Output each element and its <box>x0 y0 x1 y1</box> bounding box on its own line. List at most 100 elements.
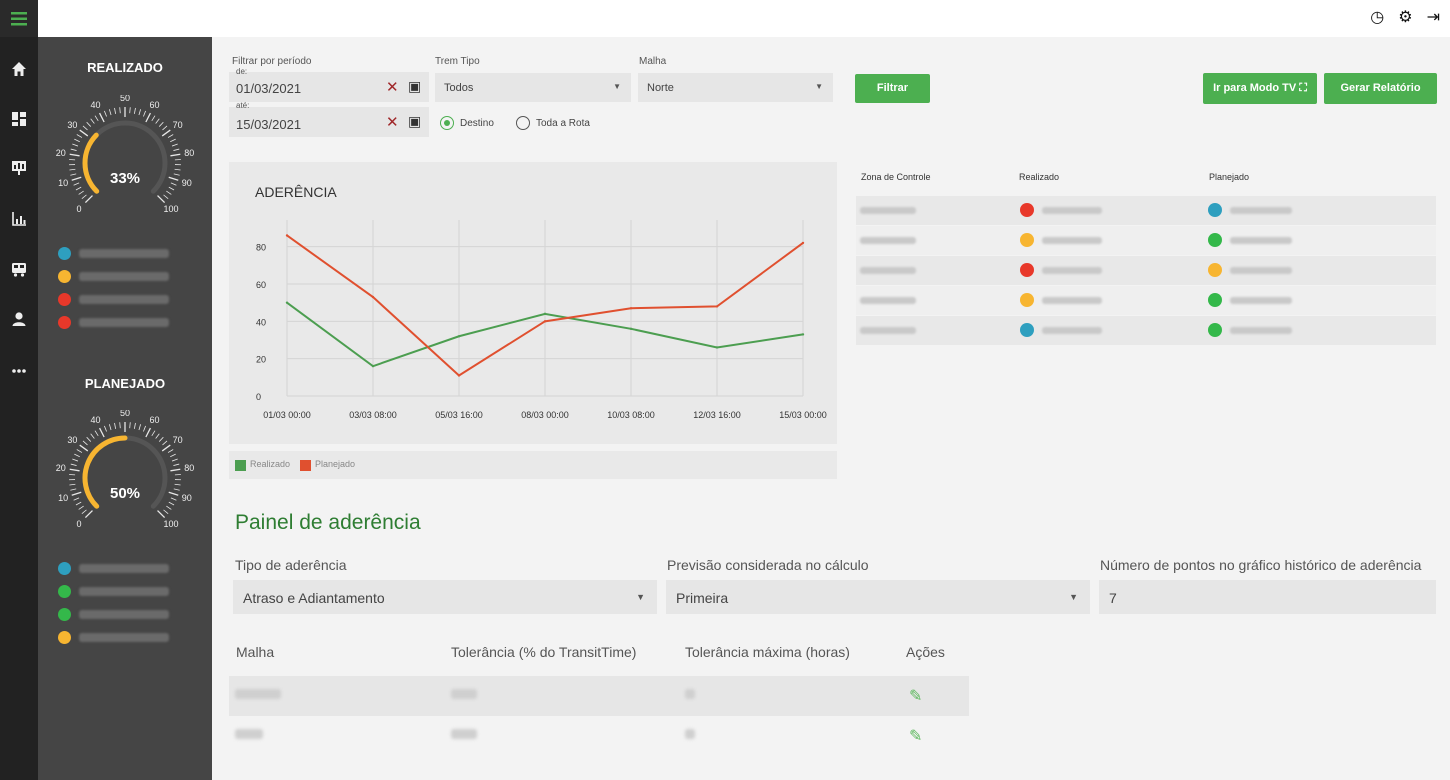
history-icon[interactable]: ◷ <box>1370 9 1385 26</box>
data-point-planejado <box>371 295 375 299</box>
realizado-gauge-tick <box>170 138 176 143</box>
planejado-gauge-tick-label: 50 <box>120 410 130 418</box>
redacted-text <box>1230 237 1292 244</box>
data-point-planejado <box>457 374 461 377</box>
date-to-field[interactable]: até: 15/03/2021 ✕ ▣ <box>229 101 429 137</box>
user-icon[interactable] <box>0 311 38 332</box>
x-tick-label: 10/03 08:00 <box>607 410 655 420</box>
planejado-gauge-tick <box>129 422 131 429</box>
calendar-from-icon[interactable]: ▣ <box>408 78 422 94</box>
realizado-gauge-tick <box>155 118 160 124</box>
planejado-gauge-tick <box>71 491 82 496</box>
legend-planejado[interactable]: Planejado <box>300 459 355 471</box>
redacted-text <box>860 237 916 244</box>
realizado-gauge-tick-label: 90 <box>182 178 192 188</box>
redacted-text <box>1042 327 1102 334</box>
edit-icon[interactable]: ✎ <box>909 688 923 705</box>
legend-realizado[interactable]: Realizado <box>235 459 290 471</box>
y-tick-label: 80 <box>256 243 266 253</box>
chevron-down-icon: ▼ <box>636 592 645 602</box>
clear-to-icon[interactable]: ✕ <box>386 114 399 131</box>
edit-icon[interactable]: ✎ <box>909 728 923 745</box>
redacted-text <box>79 633 169 642</box>
realizado-gauge-tick-label: 80 <box>184 148 194 158</box>
planejado-gauge-tick <box>81 509 87 515</box>
redacted-text <box>1042 297 1102 304</box>
planejado-gauge-tick <box>76 449 83 453</box>
y-tick-label: 0 <box>256 392 261 402</box>
pontos-input[interactable]: 7 <box>1099 580 1436 614</box>
realizado-gauge-tick <box>75 186 82 191</box>
radio-destino[interactable]: Destino <box>440 116 494 130</box>
planejado-gauge-tick <box>94 430 99 436</box>
clear-from-icon[interactable]: ✕ <box>386 79 399 96</box>
realizado-gauge-tick <box>71 176 82 181</box>
redacted-text <box>860 267 916 274</box>
trem-tipo-select[interactable]: Todos ▼ <box>435 73 631 102</box>
realizado-legend-item <box>58 247 169 260</box>
redacted-text <box>79 318 169 327</box>
planejado-legend-item <box>58 562 169 575</box>
realizado-gauge-tick <box>84 195 93 204</box>
realizado-gauge-tick <box>129 107 131 114</box>
x-tick-label: 01/03 00:00 <box>263 410 311 420</box>
home-icon[interactable] <box>0 61 38 82</box>
adherence-chart: ADERÊNCIA 0 20 40 60 80 01/03 00:00 03/03 08:00… <box>229 162 837 444</box>
planejado-gauge-tick <box>155 433 160 439</box>
radio-selected-icon <box>440 116 454 130</box>
status-dot-icon <box>1208 323 1222 337</box>
planejado-legend-item <box>58 585 169 598</box>
calendar-to-icon[interactable]: ▣ <box>408 113 422 129</box>
status-dot-icon <box>1208 293 1222 307</box>
data-point-realizado <box>629 327 633 330</box>
radio-toda-rota[interactable]: Toda a Rota <box>516 116 590 130</box>
bar-chart-icon[interactable] <box>0 211 38 232</box>
planejado-gauge-tick <box>143 425 146 432</box>
planejado-gauge-tick <box>69 483 76 486</box>
status-dot-icon <box>1020 293 1034 307</box>
presentation-icon[interactable] <box>0 160 38 181</box>
planejado-gauge-tick <box>174 483 181 486</box>
data-point-realizado <box>801 333 805 336</box>
date-to-label: até: <box>236 101 250 110</box>
redacted-text <box>79 587 169 596</box>
logout-icon[interactable]: ⇥ <box>1426 9 1440 26</box>
realizado-gauge-dial: 0 10 20 30 40 50 60 70 80 90 100 <box>56 95 194 214</box>
realizado-gauge-tick <box>81 194 87 200</box>
planejado-gauge-tick <box>119 422 121 429</box>
planejado-gauge-tick <box>145 427 152 438</box>
previsao-select[interactable]: Primeira ▼ <box>666 580 1090 614</box>
realizado-gauge-tick <box>151 115 156 121</box>
planejado-gauge-tick <box>90 433 95 439</box>
generate-report-button[interactable]: Gerar Relatório <box>1324 73 1437 104</box>
planejado-gauge-tick <box>170 468 181 472</box>
malha-select[interactable]: Norte ▼ <box>638 73 833 102</box>
nav-rail <box>0 0 38 780</box>
realizado-gauge-tick <box>168 176 179 181</box>
previsao-label: Previsão considerada no cálculo <box>667 557 869 573</box>
dashboard-icon[interactable] <box>0 111 38 132</box>
realizado-gauge-value: 33% <box>109 170 141 187</box>
train-icon[interactable] <box>0 261 38 282</box>
planejado-gauge-value: 50% <box>109 485 141 502</box>
status-dot-icon <box>1020 263 1034 277</box>
redacted-text <box>860 207 916 214</box>
menu-icon[interactable] <box>0 0 38 37</box>
realizado-gauge-tick <box>138 109 142 116</box>
tipo-aderencia-select[interactable]: Atraso e Adiantamento ▼ <box>233 580 657 614</box>
realizado-gauge-tick <box>70 173 77 176</box>
zone-header-planejado: Planejado <box>1209 172 1250 182</box>
tv-mode-button[interactable]: Ir para Modo TV ⛶ <box>1203 73 1317 104</box>
realizado-gauge-tick <box>163 194 169 200</box>
gear-icon[interactable]: ⚙ <box>1398 9 1413 26</box>
date-to-value: 15/03/2021 <box>236 117 302 132</box>
more-icon[interactable] <box>0 362 38 380</box>
painel-title: Painel de aderência <box>235 511 421 534</box>
planejado-gauge-tick <box>133 422 136 429</box>
planejado-gauge-tick <box>79 444 89 452</box>
pontos-value: 7 <box>1109 590 1117 606</box>
filter-button[interactable]: Filtrar <box>855 74 930 103</box>
realizado-gauge-tick-label: 50 <box>120 95 130 103</box>
date-from-field[interactable]: de: 01/03/2021 ✕ ▣ <box>229 67 429 102</box>
cell-redacted <box>235 689 281 699</box>
